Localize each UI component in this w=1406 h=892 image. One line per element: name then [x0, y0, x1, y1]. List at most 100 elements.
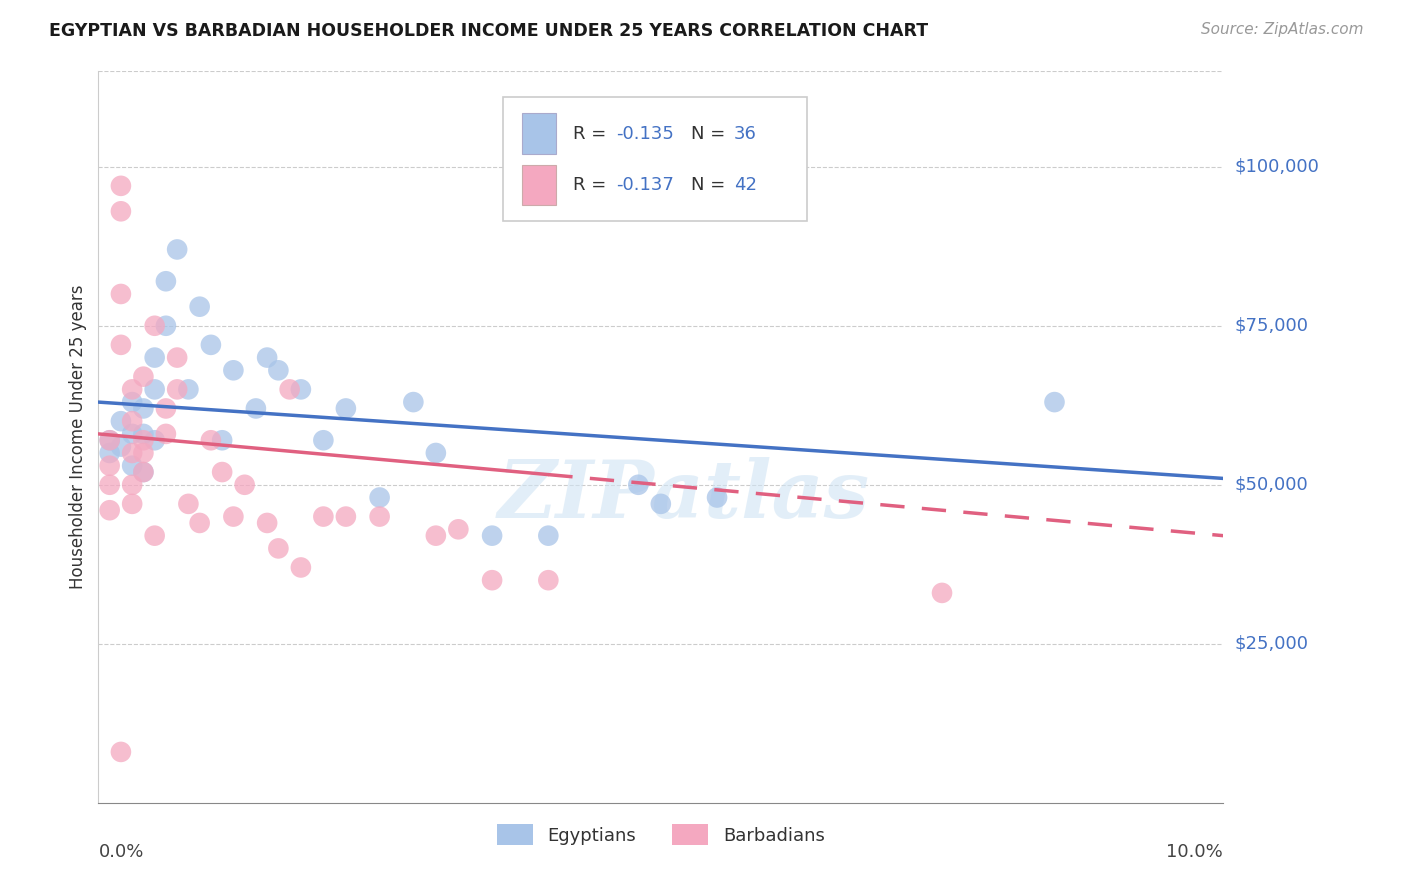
Point — [98, 503, 121, 517]
Point — [188, 300, 211, 314]
Legend: Egyptians, Barbadians: Egyptians, Barbadians — [489, 817, 832, 852]
Point — [166, 351, 188, 365]
FancyBboxPatch shape — [523, 165, 557, 205]
Text: 0.0%: 0.0% — [98, 843, 143, 861]
Point — [200, 434, 222, 448]
Point — [402, 395, 425, 409]
Point — [222, 363, 245, 377]
Point — [188, 516, 211, 530]
Point — [110, 745, 132, 759]
Point — [706, 491, 728, 505]
Point — [132, 465, 155, 479]
Point — [121, 458, 143, 473]
Point — [110, 414, 132, 428]
Point — [143, 318, 166, 333]
Point — [627, 477, 650, 491]
Point — [335, 401, 357, 416]
Point — [110, 338, 132, 352]
Point — [132, 446, 155, 460]
Text: $100,000: $100,000 — [1234, 158, 1319, 176]
Text: -0.137: -0.137 — [616, 176, 673, 194]
FancyBboxPatch shape — [523, 113, 557, 153]
Point — [425, 446, 447, 460]
Point — [278, 383, 301, 397]
Point — [121, 446, 143, 460]
Text: -0.135: -0.135 — [616, 125, 673, 143]
Point — [537, 529, 560, 543]
Point — [290, 383, 312, 397]
Point — [98, 477, 121, 491]
Point — [368, 509, 391, 524]
Point — [121, 497, 143, 511]
FancyBboxPatch shape — [503, 97, 807, 221]
Point — [155, 401, 177, 416]
Text: $50,000: $50,000 — [1234, 475, 1308, 494]
Point — [537, 573, 560, 587]
Point — [481, 573, 503, 587]
Text: R =: R = — [574, 125, 612, 143]
Point — [143, 434, 166, 448]
Text: $75,000: $75,000 — [1234, 317, 1309, 334]
Point — [155, 274, 177, 288]
Point — [481, 529, 503, 543]
Point — [931, 586, 953, 600]
Text: 42: 42 — [734, 176, 756, 194]
Point — [222, 509, 245, 524]
Point — [121, 395, 143, 409]
Point — [211, 465, 233, 479]
Point — [155, 426, 177, 441]
Point — [98, 434, 121, 448]
Point — [143, 383, 166, 397]
Y-axis label: Householder Income Under 25 years: Householder Income Under 25 years — [69, 285, 87, 590]
Point — [132, 434, 155, 448]
Point — [1043, 395, 1066, 409]
Point — [121, 477, 143, 491]
Text: Source: ZipAtlas.com: Source: ZipAtlas.com — [1201, 22, 1364, 37]
Point — [256, 516, 278, 530]
Point — [211, 434, 233, 448]
Point — [200, 338, 222, 352]
Text: 10.0%: 10.0% — [1167, 843, 1223, 861]
Point — [132, 401, 155, 416]
Point — [143, 529, 166, 543]
Point — [177, 497, 200, 511]
Text: N =: N = — [692, 176, 731, 194]
Point — [425, 529, 447, 543]
Point — [98, 446, 121, 460]
Point — [447, 522, 470, 536]
Point — [121, 383, 143, 397]
Text: N =: N = — [692, 125, 731, 143]
Point — [98, 458, 121, 473]
Point — [110, 287, 132, 301]
Text: 36: 36 — [734, 125, 756, 143]
Point — [98, 434, 121, 448]
Point — [650, 497, 672, 511]
Point — [110, 440, 132, 454]
Point — [290, 560, 312, 574]
Point — [368, 491, 391, 505]
Point — [121, 426, 143, 441]
Point — [132, 465, 155, 479]
Point — [245, 401, 267, 416]
Point — [166, 383, 188, 397]
Point — [267, 541, 290, 556]
Point — [132, 426, 155, 441]
Point — [312, 509, 335, 524]
Text: R =: R = — [574, 176, 612, 194]
Point — [121, 414, 143, 428]
Point — [335, 509, 357, 524]
Text: ZIPatlas: ZIPatlas — [498, 457, 869, 534]
Point — [110, 178, 132, 193]
Point — [132, 369, 155, 384]
Text: $25,000: $25,000 — [1234, 635, 1309, 653]
Point — [155, 318, 177, 333]
Point — [233, 477, 256, 491]
Point — [256, 351, 278, 365]
Point — [166, 243, 188, 257]
Point — [267, 363, 290, 377]
Text: EGYPTIAN VS BARBADIAN HOUSEHOLDER INCOME UNDER 25 YEARS CORRELATION CHART: EGYPTIAN VS BARBADIAN HOUSEHOLDER INCOME… — [49, 22, 928, 40]
Point — [143, 351, 166, 365]
Point — [177, 383, 200, 397]
Point — [110, 204, 132, 219]
Point — [312, 434, 335, 448]
